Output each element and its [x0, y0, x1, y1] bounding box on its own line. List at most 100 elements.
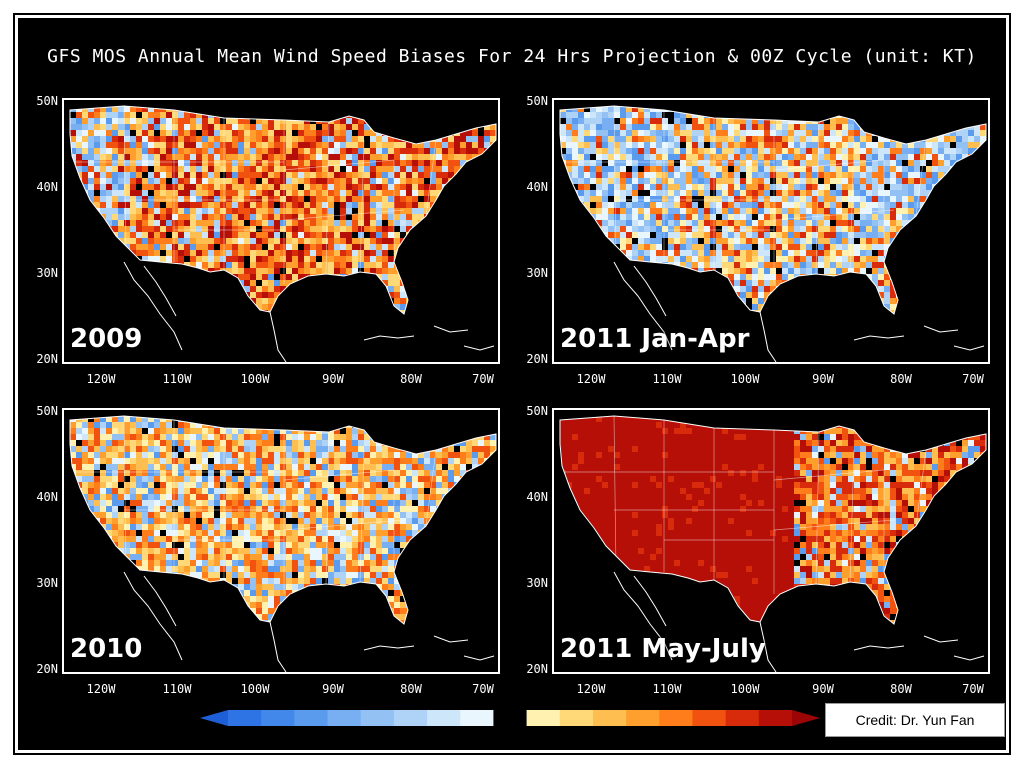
latitude-tick-label: 50N — [36, 94, 58, 108]
colorbar-tick-label: 1.1 — [684, 734, 701, 744]
longitude-tick-label: 80W — [890, 372, 912, 386]
map-frame: 2011 Jan-Apr — [552, 98, 990, 364]
longitude-tick-label: 70W — [472, 682, 494, 696]
longitude-tick-label: 90W — [322, 372, 344, 386]
coastline — [953, 345, 985, 351]
latitude-tick-label: 50N — [526, 94, 548, 108]
coastline — [463, 655, 495, 661]
state-border — [123, 106, 127, 261]
longitude-tick-label: 100W — [240, 372, 270, 386]
credit-label: Credit: Dr. Yun Fan — [825, 703, 1005, 737]
colorbar-tick-label: 1.7 — [783, 734, 801, 744]
state-border — [359, 139, 365, 273]
coastline — [433, 635, 469, 643]
coastline — [759, 621, 777, 672]
longitude-tick-label: 120W — [576, 682, 606, 696]
coastline — [759, 311, 777, 362]
colorbar-segment — [294, 710, 329, 726]
longitude-tick-label: 110W — [162, 682, 192, 696]
coastline — [633, 265, 667, 317]
colorbar-segment — [592, 710, 627, 726]
coastline — [633, 575, 667, 627]
bias-field — [560, 106, 986, 314]
conus-outline — [69, 415, 497, 625]
colorbar-segment — [327, 710, 362, 726]
state-border — [359, 449, 365, 583]
longitude-tick-label: 120W — [86, 372, 116, 386]
panel-label: 2011 Jan-Apr — [560, 324, 750, 354]
latitude-tick-label: 20N — [526, 352, 548, 366]
coastline — [269, 621, 287, 672]
colorbar-tick-label: 0.1 — [518, 734, 535, 744]
panel-label: 2011 May-July — [560, 634, 766, 664]
latitude-tick-label: 30N — [526, 576, 548, 590]
colorbar-segment — [360, 710, 395, 726]
map-panel: 50N 40N 30N 20N 2011 Jan-Apr 120W 110W 100W 90W 8… — [508, 94, 998, 398]
longitude-tick-label: 80W — [890, 682, 912, 696]
colorbar-tick-label: -1.1 — [316, 734, 339, 744]
colorbar-tick-label: -0.5 — [416, 734, 438, 744]
coastline — [923, 325, 959, 333]
state-border — [915, 139, 927, 217]
state-border — [325, 121, 330, 275]
state-border — [425, 139, 437, 217]
longitude-tick-label: 100W — [240, 682, 270, 696]
colorbar-arrow-high — [792, 710, 820, 726]
coastline — [923, 635, 959, 643]
coastline — [143, 265, 177, 317]
colorbar-tick-label: 0.5 — [584, 734, 602, 744]
colorbar-tick-label: -1.5 — [250, 734, 273, 744]
map-frame: 2010 — [62, 408, 500, 674]
map-frame: 2011 May-July — [552, 408, 990, 674]
state-border — [815, 121, 820, 275]
coastline — [433, 325, 469, 333]
state-border — [613, 106, 617, 261]
coastline — [143, 575, 177, 627]
latitude-tick-label: 40N — [36, 490, 58, 504]
conus-outline — [69, 105, 497, 315]
latitude-tick-label: 20N — [36, 352, 58, 366]
map-panel: 50N 40N 30N 20N 2009 120W 110W 100W 90W 80W 70W — [18, 94, 508, 398]
longitude-tick-label: 100W — [730, 682, 760, 696]
longitude-tick-label: 90W — [812, 682, 834, 696]
coastline — [269, 311, 287, 362]
state-border — [425, 449, 437, 527]
colorbar-tick-label: -1.3 — [283, 734, 306, 744]
colorbar-segment — [626, 710, 660, 726]
coastline — [613, 571, 673, 661]
longitude-tick-label: 110W — [652, 682, 682, 696]
latitude-tick-label: 30N — [526, 266, 548, 280]
state-border — [915, 449, 927, 527]
colorbar — [200, 710, 820, 726]
colorbar-segment — [261, 710, 295, 726]
longitude-tick-label: 100W — [730, 372, 760, 386]
coastline — [123, 261, 183, 351]
latitude-tick-label: 50N — [526, 404, 548, 418]
longitude-tick-label: 80W — [400, 372, 422, 386]
colorbar-tick-label: -1.7 — [217, 734, 239, 744]
colorbar-arrow-low — [200, 710, 228, 726]
state-border — [283, 469, 395, 481]
longitude-tick-label: 80W — [400, 682, 422, 696]
state-border — [123, 416, 127, 571]
colorbar-tick-label: -0.1 — [482, 734, 505, 744]
conus-outline — [559, 105, 987, 315]
state-border — [613, 416, 617, 571]
latitude-tick-label: 20N — [36, 662, 58, 676]
state-border — [283, 209, 405, 221]
latitude-tick-label: 40N — [526, 490, 548, 504]
longitude-tick-label: 120W — [86, 682, 116, 696]
latitude-tick-label: 20N — [526, 662, 548, 676]
longitude-tick-label: 110W — [162, 372, 192, 386]
longitude-tick-label: 70W — [472, 372, 494, 386]
colorbar-tick-label: -0.7 — [383, 734, 405, 744]
coastline — [463, 345, 495, 351]
state-border — [773, 209, 895, 221]
longitude-tick-label: 90W — [322, 682, 344, 696]
state-border — [815, 431, 820, 585]
bias-map — [69, 415, 497, 672]
state-border — [283, 159, 395, 171]
bias-map — [559, 105, 987, 362]
colorbar-segment — [526, 710, 561, 726]
state-border — [283, 519, 405, 531]
